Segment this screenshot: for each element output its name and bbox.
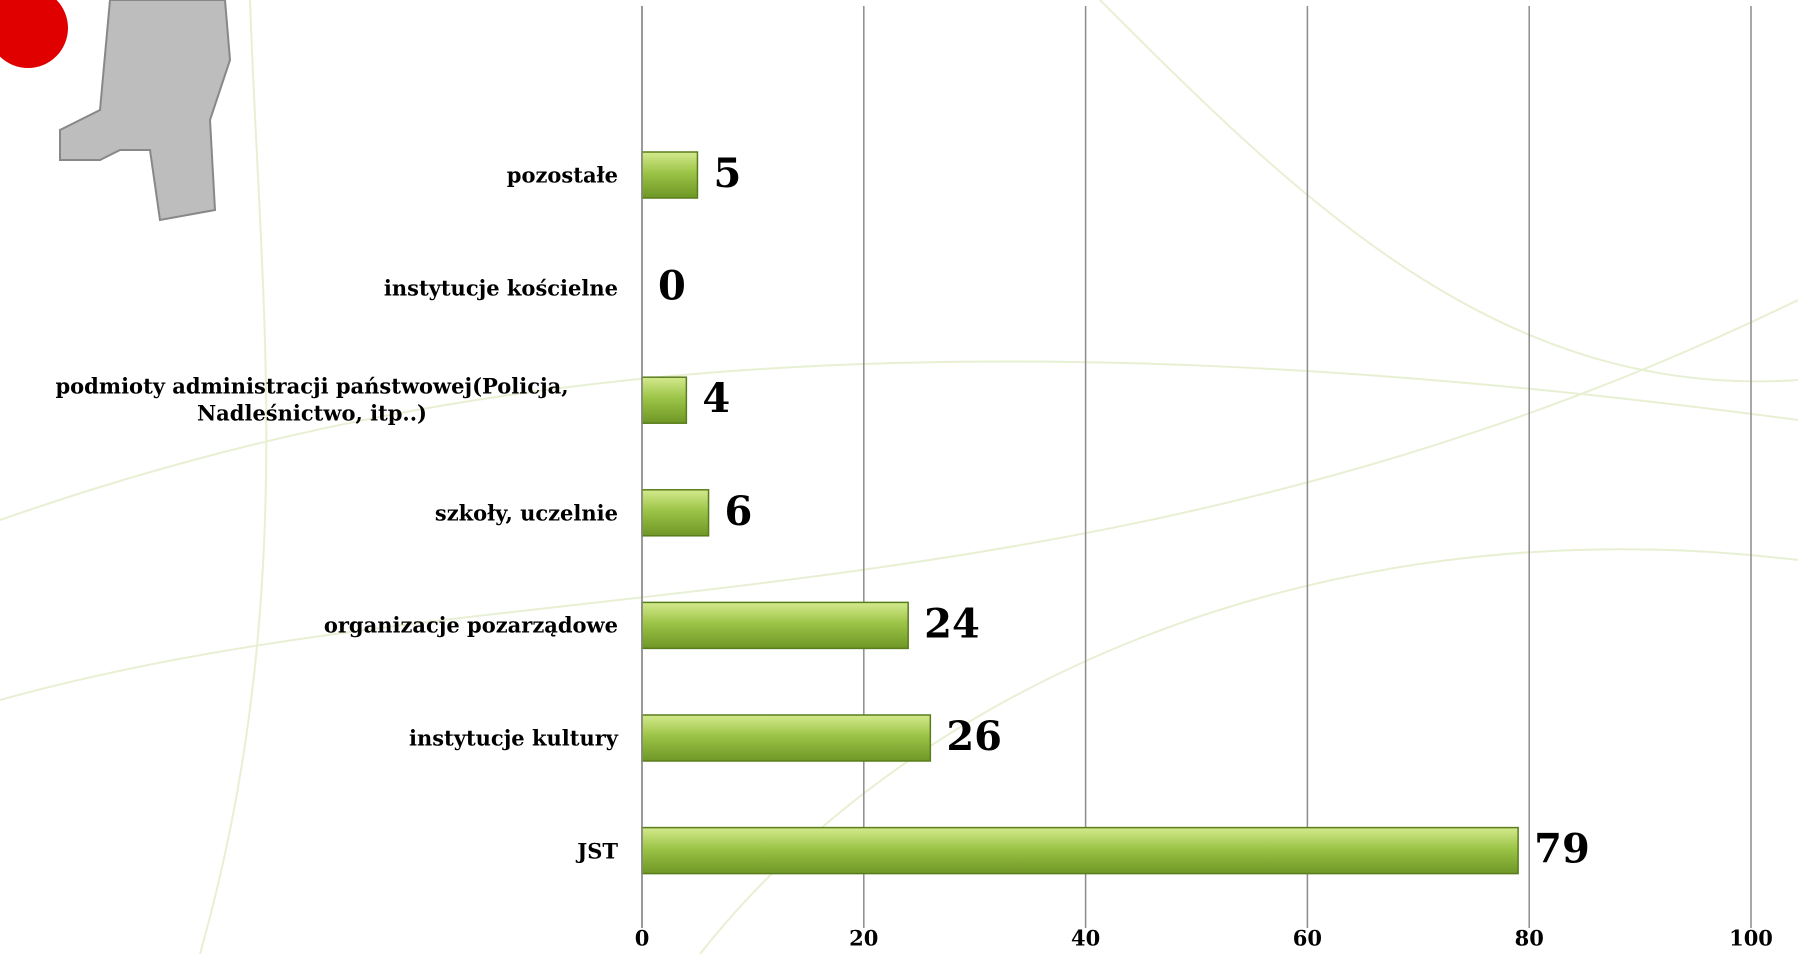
value-label: 24 xyxy=(924,600,980,647)
category-label: pozostałe xyxy=(506,162,618,188)
bar xyxy=(641,151,699,199)
category-label: JST xyxy=(577,837,618,863)
bar xyxy=(641,826,1519,875)
value-label: 26 xyxy=(946,713,1002,760)
category-label: instytucje kościelne xyxy=(383,274,618,300)
value-label: 79 xyxy=(1534,826,1590,873)
bar xyxy=(641,376,688,424)
figure-illustration xyxy=(0,0,232,222)
x-tick-label: 60 xyxy=(1293,926,1322,951)
value-label: 4 xyxy=(702,375,730,422)
value-label: 5 xyxy=(713,150,741,197)
value-label: 0 xyxy=(658,263,686,310)
x-tick-label: 100 xyxy=(1729,926,1773,951)
category-label: szkoły, uczelnie xyxy=(434,500,618,526)
category-label: podmioty administracji państwowej(Policj… xyxy=(55,373,569,427)
bar xyxy=(641,601,909,650)
x-tick-label: 40 xyxy=(1071,926,1100,951)
category-label: instytucje kultury xyxy=(408,725,618,751)
category-label: organizacje pozarządowe xyxy=(323,612,618,638)
x-tick-label: 0 xyxy=(635,926,650,951)
value-label: 6 xyxy=(725,488,753,535)
x-tick-label: 80 xyxy=(1515,926,1544,951)
bar xyxy=(641,489,710,537)
bar xyxy=(641,714,932,762)
x-tick-label: 20 xyxy=(849,926,878,951)
